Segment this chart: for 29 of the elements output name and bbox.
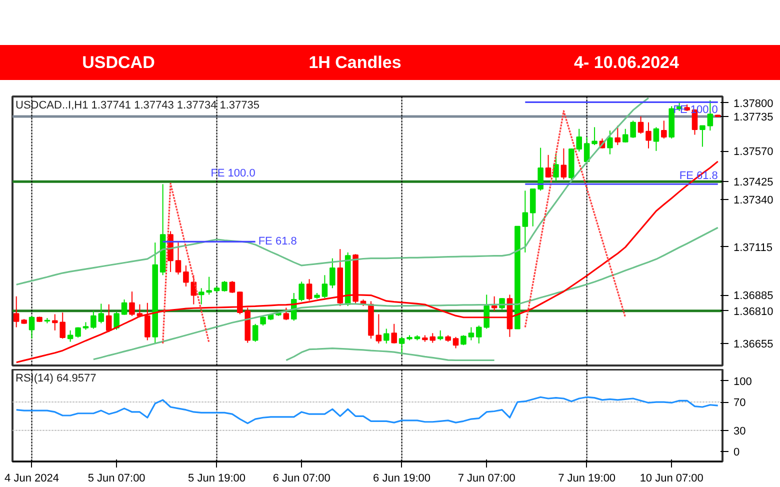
x-tick-label: 5 Jun 19:00 (188, 472, 246, 484)
chart-subtitle: 1H Candles (237, 45, 473, 80)
x-tick-label: 6 Jun 07:00 (272, 472, 330, 484)
x-tick-label: 6 Jun 19:00 (373, 472, 431, 484)
y-tick-label: 100 (734, 376, 752, 388)
y-tick-label: 30 (734, 425, 746, 438)
chart-title: USDCAD (0, 45, 237, 80)
text: 4- 10.06.2024 (473, 45, 780, 80)
y-tick-label: 1.37800 (734, 98, 774, 110)
ref-line-label: 1.36810 (734, 306, 774, 318)
series-label: FE 61.8 (258, 236, 297, 248)
y-tick-label: 1.37570 (734, 146, 774, 158)
x-tick-label: 7 Jun 07:00 (458, 472, 516, 484)
x-tick-label: 10 Jun 07:00 (640, 472, 704, 484)
x-tick-label: 7 Jun 19:00 (558, 472, 616, 484)
series-label: FE 61.8 (679, 170, 718, 182)
y-tick-label: 1.36885 (734, 290, 774, 302)
y-tick-label: 0 (734, 446, 740, 459)
annotation: RSI(14) 64.9577 (16, 372, 96, 384)
annotation: FE 100.0 (210, 168, 256, 180)
annotation: USDCAD..I,H1 1.37741 1.37743 1.37734 1.37735 (16, 100, 260, 112)
y-tick-label: 1.37115 (734, 242, 772, 254)
x-tick-label: 4 Jun 2024 (4, 472, 59, 484)
ref-line-label: 1.37735 (734, 111, 774, 124)
x-tick-label: 5 Jun 07:00 (88, 472, 146, 484)
y-tick-label: 1.37340 (734, 194, 774, 206)
y-tick-label: 70 (734, 397, 746, 410)
ref-line-label: 1.37425 (734, 176, 774, 189)
y-tick-label: 1.36655 (734, 338, 774, 350)
